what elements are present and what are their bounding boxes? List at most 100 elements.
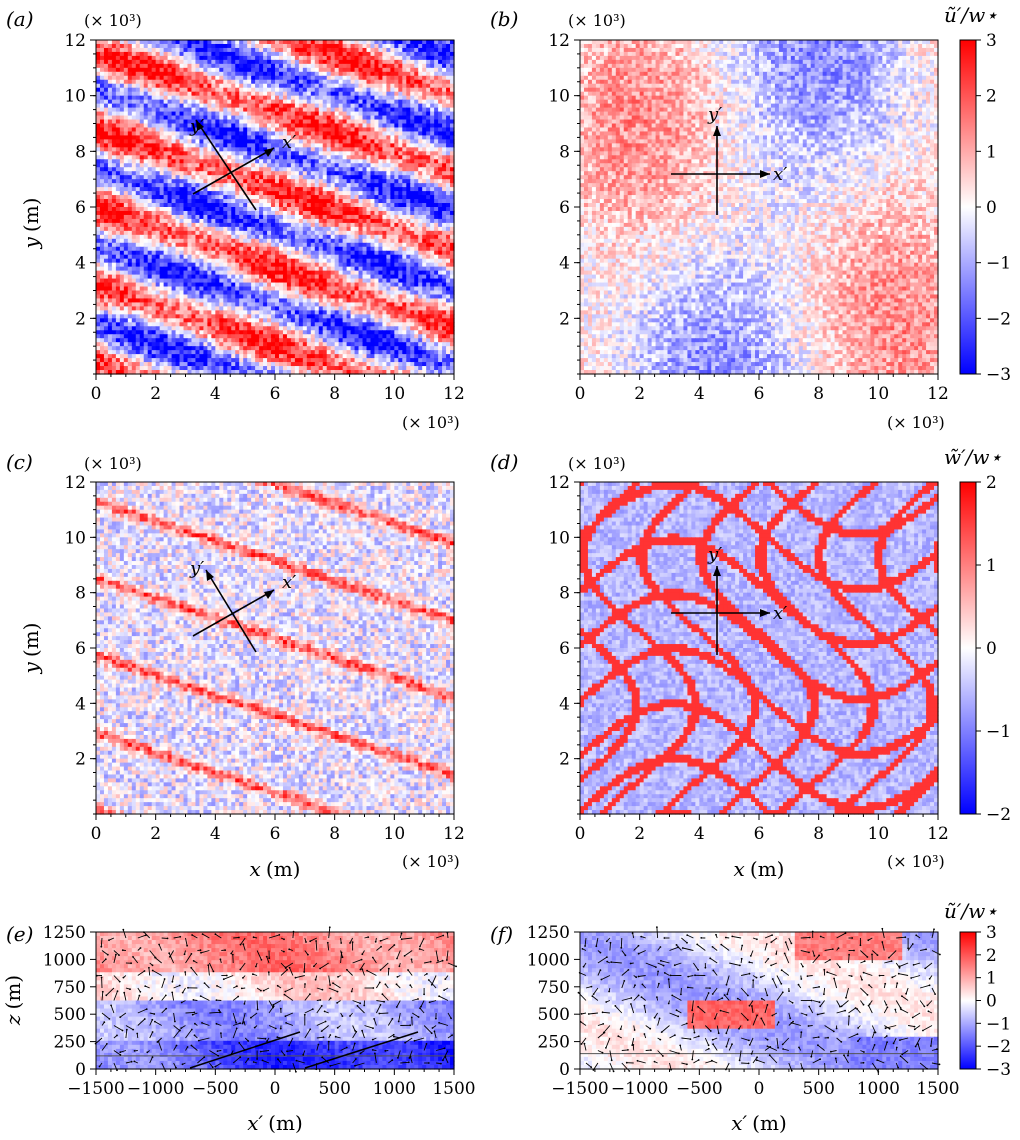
heatmap-cell xyxy=(255,88,260,93)
heatmap-cell xyxy=(426,64,431,69)
heatmap-cell xyxy=(128,60,133,65)
heatmap-cell xyxy=(323,88,328,93)
heatmap-cell xyxy=(120,56,125,61)
heatmap-cell xyxy=(355,44,360,49)
heatmap-cell xyxy=(108,80,113,85)
heatmap-cell xyxy=(148,80,153,85)
heatmap-cell xyxy=(207,60,212,65)
heatmap-cell xyxy=(187,40,192,45)
heatmap-cell xyxy=(168,84,173,89)
heatmap-cell xyxy=(108,60,113,65)
heatmap-cell xyxy=(426,80,431,85)
heatmap-cell xyxy=(223,80,228,85)
heatmap-cell xyxy=(199,64,204,69)
heatmap-cell xyxy=(295,84,300,89)
heatmap-cell xyxy=(184,44,189,49)
heatmap-cell xyxy=(339,72,344,77)
heatmap-cell xyxy=(303,88,308,93)
heatmap-cell xyxy=(386,48,391,53)
heatmap-cell xyxy=(195,56,200,61)
heatmap-cell xyxy=(323,44,328,49)
heatmap-cell xyxy=(359,88,364,93)
heatmap-cell xyxy=(199,60,204,65)
heatmap-cell xyxy=(247,44,252,49)
heatmap-cell xyxy=(120,44,125,49)
heatmap-cell xyxy=(263,84,268,89)
heatmap-cell xyxy=(255,80,260,85)
heatmap-cell xyxy=(339,88,344,93)
heatmap-cell xyxy=(331,88,336,93)
heatmap-cell xyxy=(263,68,268,73)
heatmap-cell xyxy=(366,68,371,73)
heatmap-cell xyxy=(446,72,451,77)
heatmap-cell xyxy=(366,64,371,69)
heatmap-cell xyxy=(319,40,324,45)
heatmap-cell xyxy=(339,80,344,85)
heatmap-cell xyxy=(215,76,220,81)
heatmap-cell xyxy=(116,56,121,61)
heatmap-cell xyxy=(355,52,360,57)
heatmap-cell xyxy=(406,80,411,85)
heatmap-cell xyxy=(351,56,356,61)
heatmap-cell xyxy=(215,88,220,93)
heatmap-cell xyxy=(339,84,344,89)
heatmap-cell xyxy=(271,44,276,49)
heatmap-cell xyxy=(426,56,431,61)
heatmap-cell xyxy=(382,56,387,61)
heatmap-cell xyxy=(243,40,248,45)
heatmap-cell xyxy=(311,88,316,93)
heatmap-cell xyxy=(370,56,375,61)
heatmap-cell xyxy=(191,80,196,85)
heatmap-cell xyxy=(231,60,236,65)
heatmap-cell xyxy=(283,80,288,85)
heatmap-cell xyxy=(422,40,427,45)
heatmap-cell xyxy=(279,52,284,57)
heatmap-cell xyxy=(363,44,368,49)
heatmap-cell xyxy=(168,52,173,57)
heatmap-cell xyxy=(116,92,121,97)
heatmap-cell xyxy=(323,84,328,89)
heatmap-cell xyxy=(184,40,189,45)
heatmap-cell xyxy=(223,40,228,45)
heatmap-cell xyxy=(152,84,157,89)
heatmap-cell xyxy=(203,48,208,53)
heatmap-cell xyxy=(442,52,447,57)
heatmap-cell xyxy=(398,68,403,73)
heatmap-cell xyxy=(343,56,348,61)
heatmap-cell xyxy=(374,52,379,57)
heatmap-cell xyxy=(152,92,157,97)
heatmap-cell xyxy=(144,84,149,89)
heatmap-cell xyxy=(148,88,153,93)
heatmap-cell xyxy=(351,44,356,49)
heatmap-cell xyxy=(235,88,240,93)
heatmap-cell xyxy=(128,88,133,93)
heatmap-cell xyxy=(180,88,185,93)
heatmap-cell xyxy=(430,84,435,89)
heatmap-cell xyxy=(343,84,348,89)
heatmap-cell xyxy=(172,40,177,45)
heatmap-cell xyxy=(187,44,192,49)
heatmap-cell xyxy=(366,48,371,53)
heatmap-cell xyxy=(378,40,383,45)
heatmap-cell xyxy=(402,40,407,45)
heatmap-cell xyxy=(331,56,336,61)
heatmap-cell xyxy=(223,52,228,57)
heatmap-cell xyxy=(283,44,288,49)
heatmap-cell xyxy=(251,88,256,93)
heatmap-cell xyxy=(323,48,328,53)
heatmap-cell xyxy=(414,56,419,61)
heatmap-cell xyxy=(112,68,117,73)
heatmap-cell xyxy=(418,64,423,69)
heatmap-cell xyxy=(382,76,387,81)
heatmap-cell xyxy=(227,84,232,89)
heatmap-cell xyxy=(211,56,216,61)
heatmap-cell xyxy=(120,60,125,65)
heatmap-cell xyxy=(243,52,248,57)
heatmap-cell xyxy=(307,88,312,93)
heatmap-cell xyxy=(120,68,125,73)
heatmap-cell xyxy=(394,68,399,73)
heatmap-cell xyxy=(231,56,236,61)
heatmap-cell xyxy=(148,56,153,61)
heatmap-cell xyxy=(195,80,200,85)
heatmap-cell xyxy=(263,52,268,57)
